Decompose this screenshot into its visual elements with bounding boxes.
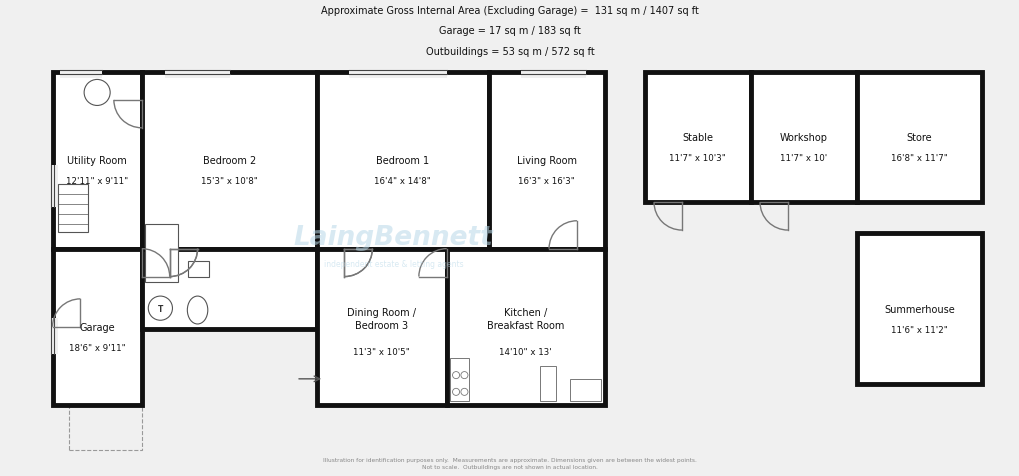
Text: 11'7" x 10'3": 11'7" x 10'3" <box>668 154 726 163</box>
Bar <box>69 403 142 449</box>
Bar <box>750 73 856 203</box>
Text: Bedroom 1: Bedroom 1 <box>376 156 429 166</box>
Circle shape <box>461 372 468 379</box>
Text: Utility Room: Utility Room <box>67 156 127 166</box>
Circle shape <box>148 297 172 320</box>
Bar <box>450 358 469 401</box>
Text: Illustration for identification purposes only.  Measurements are approximate. Di: Illustration for identification purposes… <box>323 456 696 468</box>
Text: independent estate & letting agents: independent estate & letting agents <box>324 259 463 268</box>
Bar <box>52 249 142 405</box>
Circle shape <box>461 388 468 396</box>
Text: 16'8" x 11'7": 16'8" x 11'7" <box>891 154 947 163</box>
Text: 15'3" x 10'8": 15'3" x 10'8" <box>201 177 258 186</box>
Bar <box>47 319 58 354</box>
Text: Store: Store <box>906 133 931 143</box>
Text: Summerhouse: Summerhouse <box>883 304 954 314</box>
Bar <box>446 249 604 405</box>
Text: Bedroom 2: Bedroom 2 <box>203 156 256 166</box>
Bar <box>142 73 316 249</box>
Text: Garage = 17 sq m / 183 sq ft: Garage = 17 sq m / 183 sq ft <box>438 26 581 36</box>
Text: 14'10" x 13': 14'10" x 13' <box>499 347 551 356</box>
Bar <box>488 73 604 249</box>
Text: Approximate Gross Internal Area (Excluding Garage) =  131 sq m / 1407 sq ft: Approximate Gross Internal Area (Excludi… <box>321 6 698 16</box>
Bar <box>142 249 316 329</box>
Bar <box>348 67 446 79</box>
Text: 11'3" x 10'5": 11'3" x 10'5" <box>353 347 410 356</box>
Ellipse shape <box>187 297 208 324</box>
Bar <box>58 184 88 232</box>
Text: 11'7" x 10': 11'7" x 10' <box>780 154 826 163</box>
Text: 11'6" x 11'2": 11'6" x 11'2" <box>891 325 947 334</box>
Circle shape <box>84 80 110 106</box>
Text: Garage: Garage <box>79 322 115 332</box>
Text: T: T <box>158 304 163 313</box>
Bar <box>142 329 316 405</box>
Text: Dining Room /
Bedroom 3: Dining Room / Bedroom 3 <box>346 307 416 330</box>
Text: Workshop: Workshop <box>780 133 827 143</box>
Bar <box>47 166 58 208</box>
Text: Outbuildings = 53 sq m / 572 sq ft: Outbuildings = 53 sq m / 572 sq ft <box>425 47 594 57</box>
Bar <box>165 67 230 79</box>
Text: LaingBennett: LaingBennett <box>293 225 493 251</box>
Text: 12'11" x 9'11": 12'11" x 9'11" <box>66 177 128 186</box>
Text: 16'3" x 16'3": 16'3" x 16'3" <box>518 177 575 186</box>
Bar <box>644 73 750 203</box>
Bar <box>52 73 142 249</box>
Bar <box>60 67 102 79</box>
Bar <box>521 67 586 79</box>
Bar <box>316 73 488 249</box>
Text: 18'6" x 9'11": 18'6" x 9'11" <box>68 343 125 352</box>
Bar <box>316 249 446 405</box>
Bar <box>146 225 178 283</box>
Bar <box>856 73 981 203</box>
Circle shape <box>452 388 460 396</box>
Bar <box>856 233 981 385</box>
Circle shape <box>452 372 460 379</box>
Text: 16'4" x 14'8": 16'4" x 14'8" <box>374 177 431 186</box>
Text: Living Room: Living Room <box>517 156 576 166</box>
Bar <box>189 261 209 278</box>
Bar <box>539 366 556 401</box>
Text: Stable: Stable <box>682 133 712 143</box>
Text: Kitchen /
Breakfast Room: Kitchen / Breakfast Room <box>487 307 564 330</box>
Bar <box>569 379 600 401</box>
